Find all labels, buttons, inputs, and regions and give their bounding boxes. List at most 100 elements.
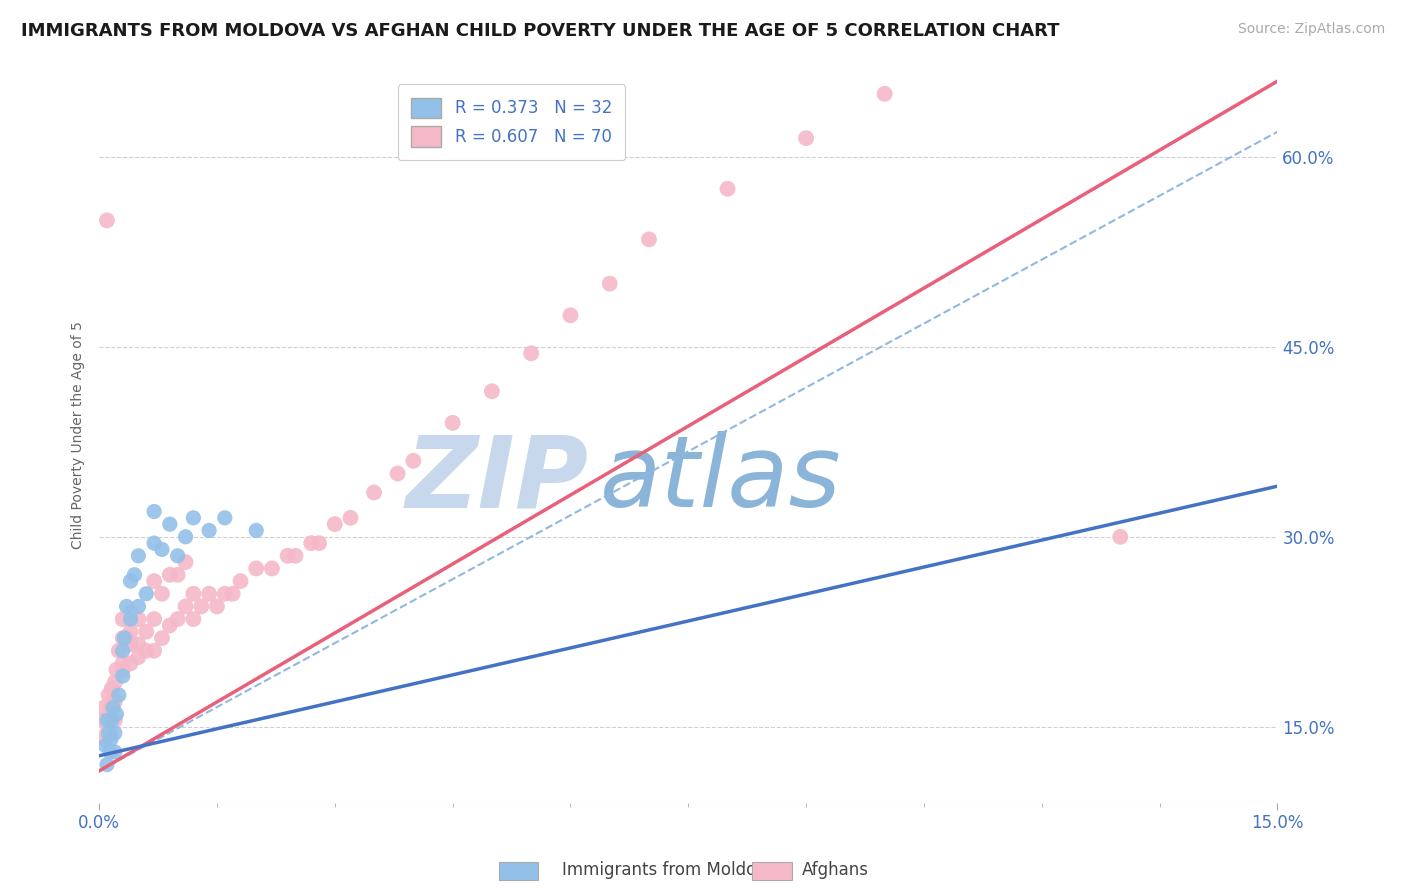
Point	[105, 663, 128, 677]
Point	[873, 87, 896, 101]
Point	[111, 631, 134, 645]
Point	[97, 714, 120, 728]
Point	[127, 612, 149, 626]
Point	[100, 714, 122, 728]
Point	[96, 213, 118, 227]
Point	[107, 688, 129, 702]
Point	[260, 561, 283, 575]
Text: Immigrants from Moldova: Immigrants from Moldova	[562, 861, 776, 879]
Point	[104, 694, 127, 708]
Point	[229, 574, 252, 588]
Point	[1109, 530, 1132, 544]
Point	[104, 714, 127, 728]
Point	[159, 567, 181, 582]
Point	[221, 587, 243, 601]
Legend: R = 0.373   N = 32, R = 0.607   N = 70: R = 0.373 N = 32, R = 0.607 N = 70	[398, 84, 626, 160]
Point	[143, 612, 166, 626]
Point	[599, 277, 621, 291]
Point	[183, 511, 205, 525]
Point	[143, 536, 166, 550]
Point	[716, 182, 738, 196]
Point	[96, 714, 118, 728]
Point	[120, 606, 142, 620]
Point	[205, 599, 228, 614]
Point	[339, 511, 361, 525]
Point	[120, 637, 142, 651]
Point	[166, 549, 188, 563]
Point	[127, 549, 149, 563]
Point	[120, 574, 142, 588]
Point	[481, 384, 503, 399]
Point	[387, 467, 409, 481]
Point	[143, 644, 166, 658]
Point	[94, 739, 117, 753]
Point	[284, 549, 307, 563]
Point	[104, 675, 127, 690]
Point	[214, 587, 236, 601]
Point	[103, 700, 125, 714]
Point	[560, 308, 582, 322]
Point	[127, 637, 149, 651]
Point	[174, 555, 197, 569]
Text: Source: ZipAtlas.com: Source: ZipAtlas.com	[1237, 22, 1385, 37]
Text: ZIP: ZIP	[405, 431, 588, 528]
Point	[245, 561, 267, 575]
Point	[402, 454, 425, 468]
Point	[97, 688, 120, 702]
Point	[323, 517, 346, 532]
Point	[159, 517, 181, 532]
Point	[127, 599, 149, 614]
Point	[198, 587, 221, 601]
Point	[183, 587, 205, 601]
Point	[98, 745, 121, 759]
Point	[127, 650, 149, 665]
Point	[214, 511, 236, 525]
Point	[104, 745, 127, 759]
Point	[135, 624, 157, 639]
Point	[245, 524, 267, 538]
Point	[174, 530, 197, 544]
Point	[100, 681, 122, 696]
Text: IMMIGRANTS FROM MOLDOVA VS AFGHAN CHILD POVERTY UNDER THE AGE OF 5 CORRELATION C: IMMIGRANTS FROM MOLDOVA VS AFGHAN CHILD …	[21, 22, 1060, 40]
Point	[120, 612, 142, 626]
Point	[190, 599, 212, 614]
Point	[174, 599, 197, 614]
Text: Afghans: Afghans	[801, 861, 869, 879]
Point	[98, 726, 121, 740]
Point	[143, 574, 166, 588]
Point	[166, 612, 188, 626]
Point	[94, 732, 117, 747]
Point	[638, 232, 661, 246]
Point	[183, 612, 205, 626]
Point	[96, 726, 118, 740]
Point	[111, 657, 134, 671]
Point	[150, 631, 173, 645]
Point	[120, 657, 142, 671]
Point	[111, 669, 134, 683]
Point	[441, 416, 464, 430]
Point	[159, 618, 181, 632]
Point	[166, 567, 188, 582]
Point	[115, 599, 138, 614]
Point	[299, 536, 322, 550]
Point	[111, 612, 134, 626]
Point	[111, 644, 134, 658]
Point	[143, 504, 166, 518]
Point	[794, 131, 817, 145]
Point	[97, 726, 120, 740]
Point	[124, 567, 146, 582]
Point	[96, 757, 118, 772]
Point	[103, 694, 125, 708]
Point	[100, 732, 122, 747]
Point	[112, 631, 135, 645]
Text: atlas: atlas	[600, 431, 842, 528]
Point	[104, 726, 127, 740]
Point	[107, 644, 129, 658]
Point	[198, 524, 221, 538]
Point	[520, 346, 543, 360]
Point	[100, 700, 122, 714]
Point	[277, 549, 299, 563]
Point	[150, 542, 173, 557]
Point	[363, 485, 385, 500]
Point	[308, 536, 330, 550]
